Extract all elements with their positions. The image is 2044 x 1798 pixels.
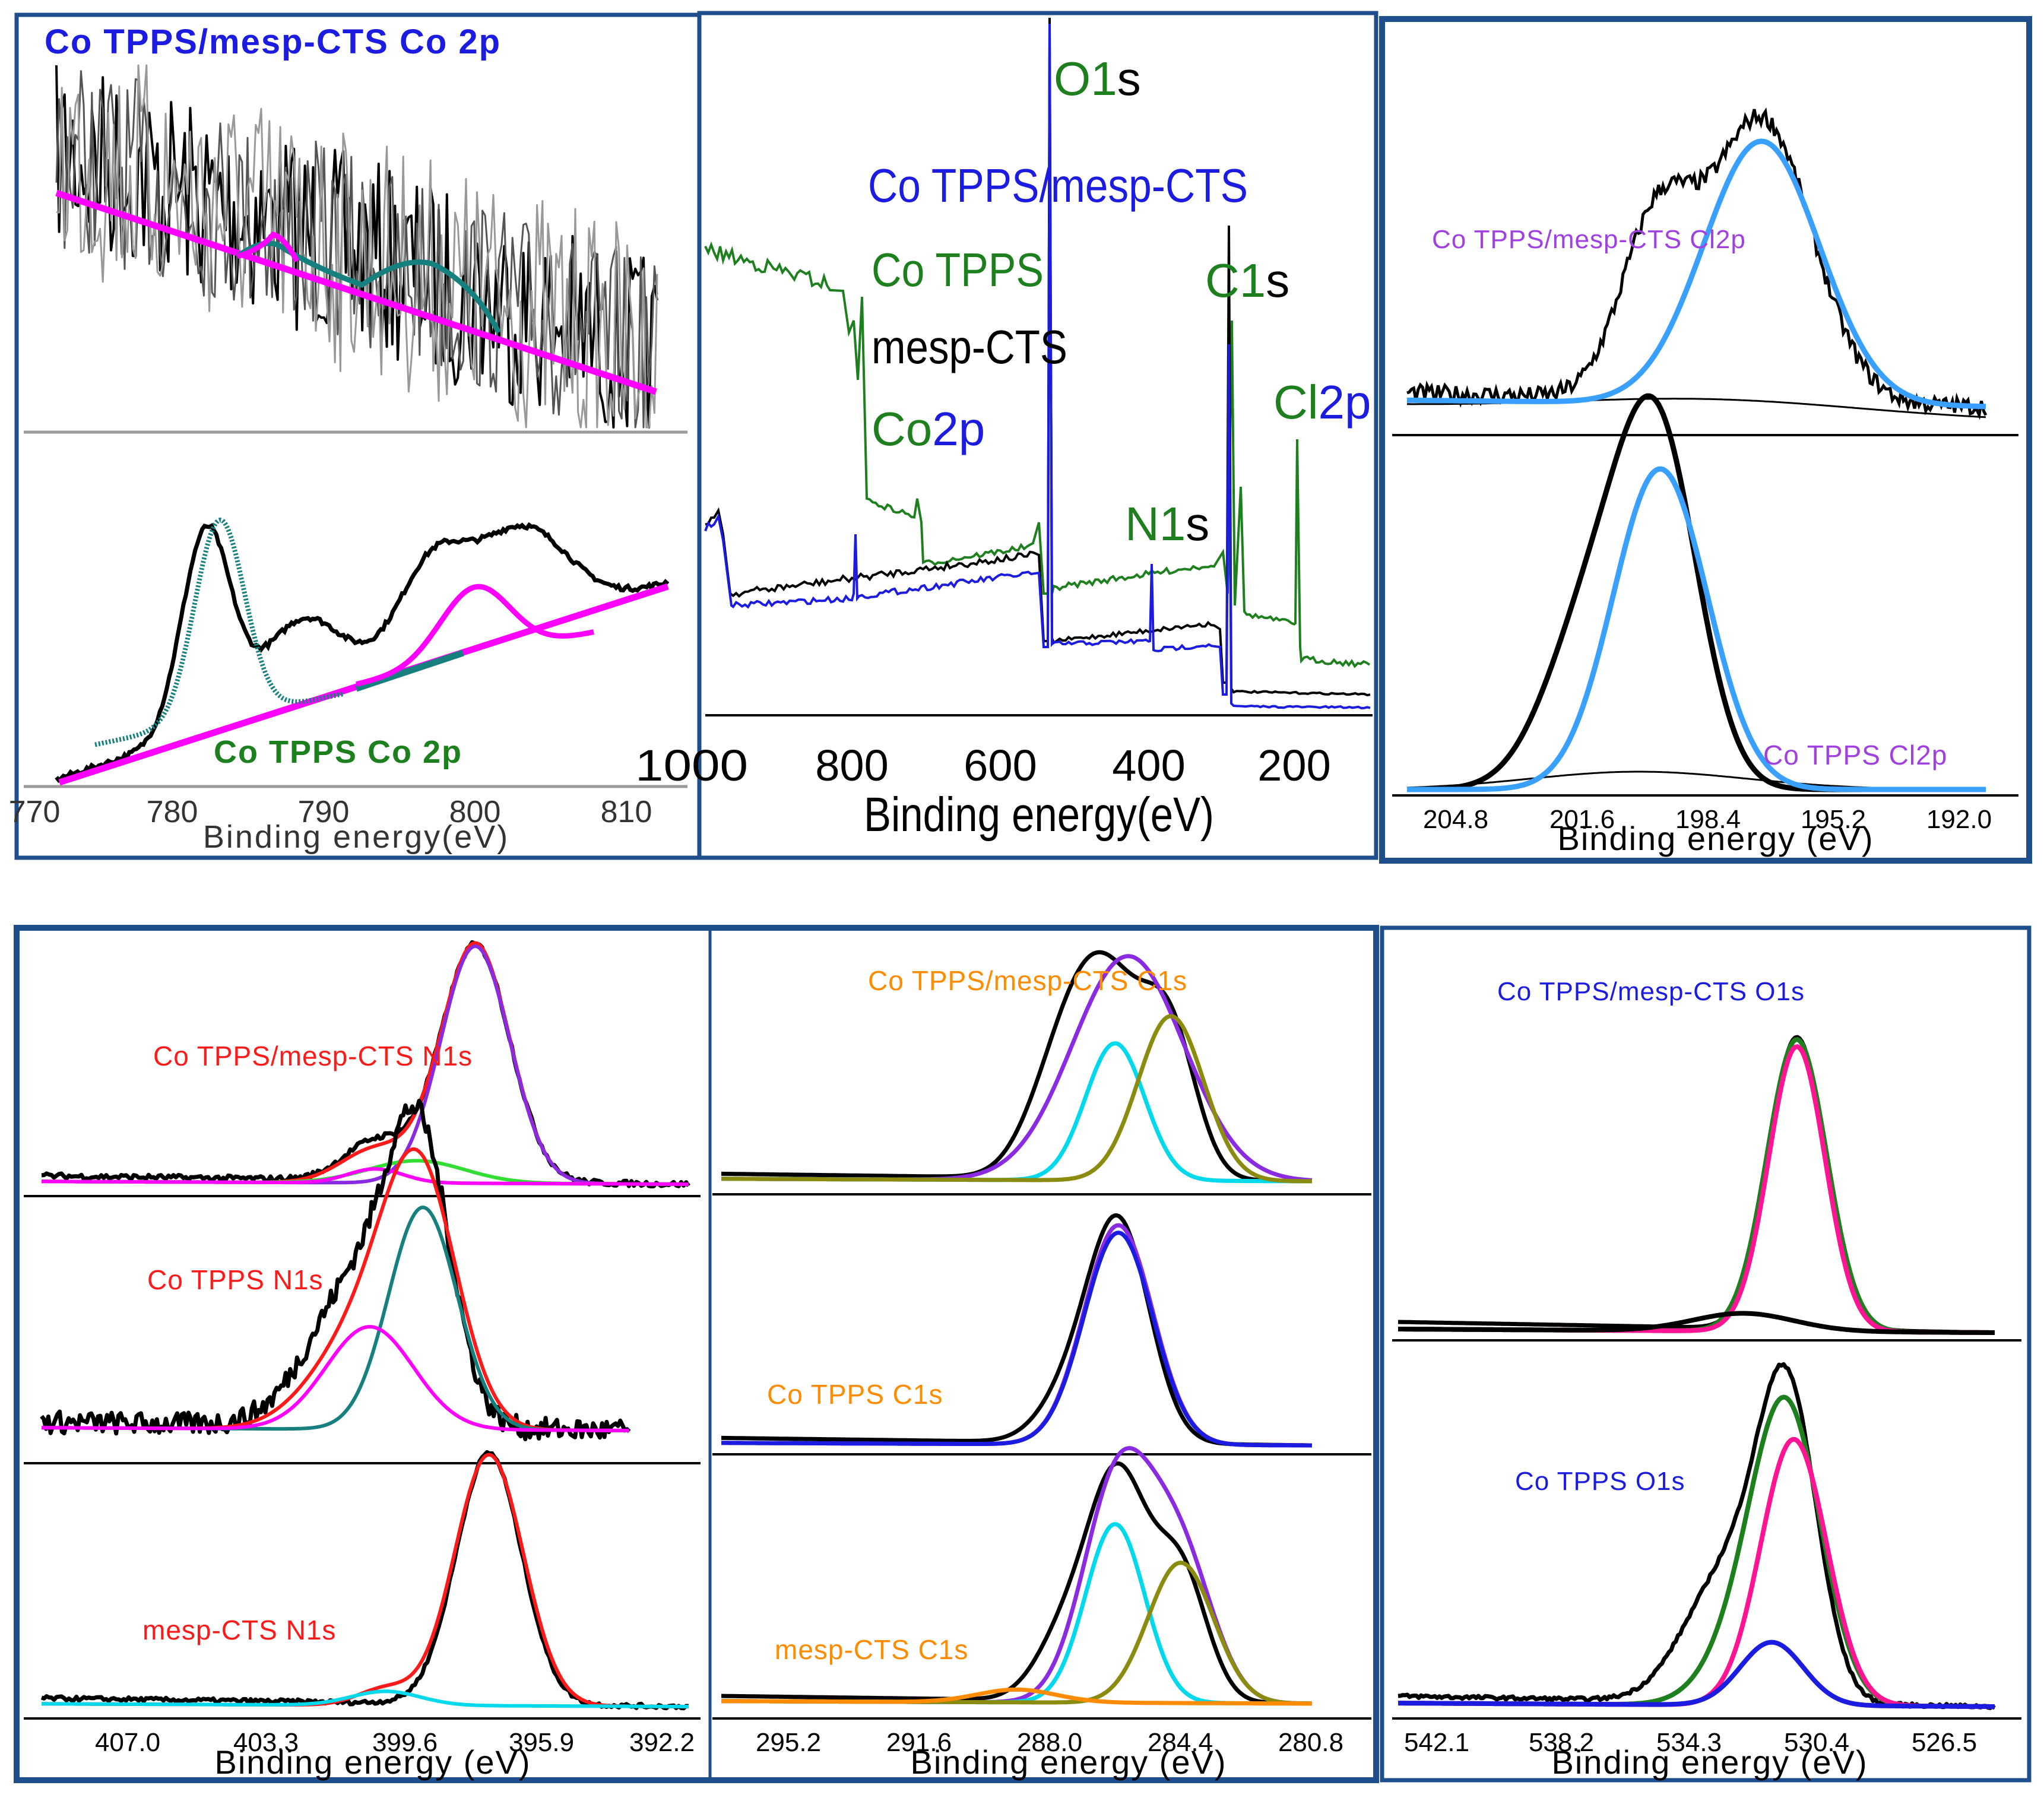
c1s-tick-1: 291.6 (886, 1728, 952, 1757)
survey-tick-0: 1000 (635, 741, 748, 790)
o1s-tick-2: 534.3 (1656, 1728, 1722, 1757)
n1s-tick-1: 403.3 (233, 1728, 299, 1757)
co2p-top-satellite (236, 231, 300, 263)
n1s-panel1-raw (40, 1099, 631, 1441)
cl2p-tick-1: 201.6 (1549, 805, 1615, 834)
n1s-panel1-comp2 (42, 1325, 629, 1432)
co2p-bottom-background-teal (355, 649, 464, 692)
n1s-panel0-comp3 (42, 1167, 689, 1186)
survey-x-label: Binding energy(eV) (864, 788, 1214, 842)
c1s-x-label: Binding energy (eV) (911, 1743, 1227, 1781)
cl2p-x-label: Binding energy (eV) (1558, 820, 1874, 857)
c1s-tick-3: 284.4 (1148, 1728, 1213, 1757)
n1s-x-label: Binding energy (eV) (215, 1743, 531, 1781)
o1s-x-label: Binding energy (eV) (1552, 1743, 1868, 1781)
survey-legend-mesp-cts: mesp-CTS (872, 321, 1067, 373)
o1s-top-label: Co TPPS/mesp-CTS O1s (1497, 977, 1805, 1006)
n1s-mid-label: Co TPPS N1s (147, 1264, 323, 1295)
survey-c1s-label: C1s (1205, 254, 1289, 307)
c1s-tick-4: 280.8 (1278, 1728, 1343, 1757)
o1s-panel1-comp2 (1397, 1640, 1995, 1709)
co2p-top-background (55, 189, 657, 395)
c1s-mid-label: Co TPPS C1s (767, 1379, 943, 1410)
n1s-tick-3: 395.9 (509, 1728, 574, 1757)
co2p-tick-2: 790 (298, 795, 350, 829)
co2p-top-label: Co TPPS/mesp-CTS Co 2p (45, 23, 501, 61)
c1s-top-label: Co TPPS/mesp-CTS C1s (868, 965, 1187, 996)
o1s-tick-4: 526.5 (1912, 1728, 1977, 1757)
survey-n1s-label: N1s (1125, 497, 1209, 550)
co2p-bottom-fit-2p12 (356, 584, 594, 687)
n1s-tick-0: 407.0 (95, 1728, 160, 1757)
n1s-bottom-label: mesp-CTS N1s (142, 1615, 336, 1645)
o1s-tick-3: 530.4 (1784, 1728, 1849, 1757)
survey-tick-2: 600 (964, 741, 1037, 790)
chart-survey: O1s Co TPPS/mesp-CTS Co TPPS mesp-CTS Co… (635, 17, 1373, 842)
co2p-tick-3: 800 (449, 795, 501, 829)
cl2p-top-fit (1407, 138, 1986, 410)
co2p-x-label: Binding energy(eV) (203, 819, 509, 855)
chart-co2p: Co TPPS/mesp-CTS Co 2p Co TPPS Co 2p 770… (9, 23, 687, 855)
survey-tick-4: 200 (1257, 741, 1330, 790)
frame-o1s (1380, 925, 2032, 1783)
c1s-bottom-label: mesp-CTS C1s (775, 1634, 968, 1665)
survey-tick-1: 800 (815, 741, 888, 790)
co2p-noise-trace-2 (56, 64, 658, 429)
co2p-noise-trace-1 (55, 70, 658, 429)
cl2p-top-label: Co TPPS/mesp-CTS Cl2p (1432, 225, 1746, 254)
n1s-tick-4: 392.2 (629, 1728, 695, 1757)
co2p-bottom-fit-2p32 (94, 517, 345, 747)
c1s-panel2-comp3 (721, 1687, 1312, 1706)
o1s-tick-0: 542.1 (1404, 1728, 1469, 1757)
frame-survey (697, 11, 1378, 860)
n1s-curves (40, 940, 690, 1711)
c1s-tick-2: 288.0 (1017, 1728, 1082, 1757)
o1s-tick-1: 538.2 (1529, 1728, 1594, 1757)
survey-tick-3: 400 (1112, 741, 1185, 790)
o1s-panel0-comp2 (1397, 1311, 1995, 1335)
o1s-bottom-label: Co TPPS O1s (1515, 1467, 1685, 1496)
cl2p-top-raw-spectrum (1406, 107, 1988, 420)
cl2p-bottom-label: Co TPPS Cl2p (1763, 740, 1947, 770)
survey-co-tpps-mesp-cts-spectrum (704, 23, 1371, 710)
survey-legend-co-tpps-mesp-cts: Co TPPS/mesp-CTS (868, 159, 1248, 212)
n1s-top-label: Co TPPS/mesp-CTS N1s (153, 1041, 473, 1071)
cl2p-tick-4: 192.0 (1926, 805, 1992, 834)
n1s-tick-2: 399.6 (372, 1728, 438, 1757)
frame-cl2p (1379, 16, 2032, 864)
survey-o1s-label: O1s (1054, 52, 1141, 105)
chart-o1s: Co TPPS/mesp-CTS O1s Co TPPS O1s 542.1 5… (1392, 977, 2021, 1781)
chart-cl2p: Co TPPS/mesp-CTS Cl2p Co TPPS Cl2p 204.8… (1392, 107, 2018, 857)
co2p-bottom-raw-spectrum (55, 522, 670, 784)
cl2p-tick-3: 195.2 (1801, 805, 1866, 834)
survey-co2p-label: Co2p (872, 402, 985, 455)
survey-legend-co-tpps: Co TPPS (872, 243, 1044, 296)
co2p-tick-4: 810 (601, 795, 652, 829)
o1s-curves (1397, 1035, 1996, 1710)
cl2p-tick-0: 204.8 (1423, 805, 1488, 834)
c1s-panel2-raw (721, 1461, 1313, 1706)
chart-c1s: Co TPPS/mesp-CTS C1s Co TPPS C1s mesp-CT… (712, 950, 1371, 1781)
c1s-panel0-comp2 (721, 1014, 1313, 1184)
co2p-tick-0: 770 (9, 795, 61, 829)
cl2p-bottom-fit (1407, 466, 1986, 792)
n1s-panel2-comp (42, 1689, 689, 1708)
co2p-bottom-label: Co TPPS Co 2p (214, 734, 462, 770)
frame-n1s-c1s (14, 925, 1379, 1783)
c1s-tick-0: 295.2 (756, 1728, 821, 1757)
co2p-top-fit-curve (236, 240, 502, 334)
c1s-panel0-raw (721, 950, 1312, 1184)
cl2p-tick-2: 198.4 (1675, 805, 1741, 834)
c1s-curves (721, 950, 1313, 1706)
co2p-tick-1: 780 (147, 795, 198, 829)
survey-cl2p-label: Cl2p (1273, 376, 1371, 429)
c1s-panel1-comp (721, 1231, 1312, 1448)
chart-n1s: Co TPPS/mesp-CTS N1s Co TPPS N1s mesp-CT… (24, 940, 701, 1781)
